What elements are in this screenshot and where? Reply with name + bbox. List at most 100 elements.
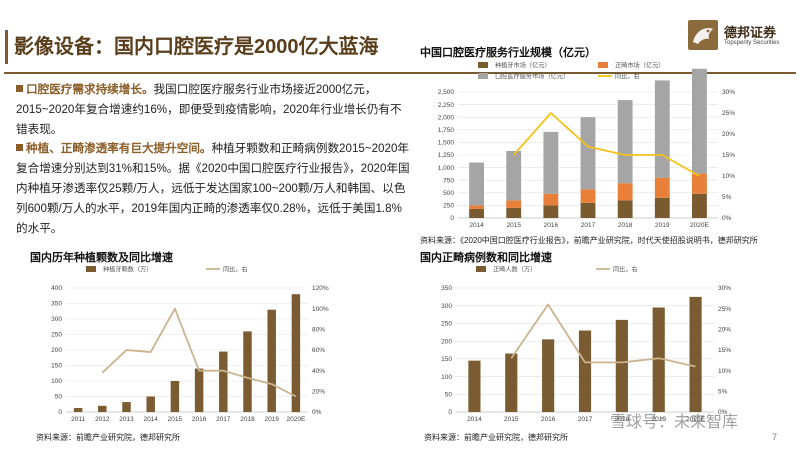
x-tick-label: 2017 xyxy=(581,222,596,229)
line-implant-yoy xyxy=(101,307,297,398)
legend-item: 正畸人数（万） xyxy=(476,266,536,274)
legend-item: 种植牙颗数（万） xyxy=(86,266,153,274)
y-tick-label: 0 xyxy=(58,409,62,416)
legend-label: 口腔医疗服务市场（亿元） xyxy=(495,73,569,81)
y2-tick-label: 15% xyxy=(722,152,735,159)
bar-market-s0-2016 xyxy=(543,205,559,218)
x-tick-label: 2013 xyxy=(119,416,134,423)
bar-ortho-s0-2015 xyxy=(505,353,518,412)
x-tick-label: 2017 xyxy=(578,416,593,423)
bullet-text: 我国口腔医疗服务行业市场接近2000亿元，2015~2020年复合增速约16%，… xyxy=(16,83,402,136)
bar-implant-s0-2011 xyxy=(73,407,83,412)
y2-tick-label: 15% xyxy=(718,347,731,354)
legend-label: 同比，右 xyxy=(223,266,248,274)
y2-tick-label: 20% xyxy=(718,327,731,334)
title-accent-bar xyxy=(5,30,8,64)
y-tick-label: 300 xyxy=(441,303,452,310)
bar-implant-s0-2015 xyxy=(170,381,180,412)
x-tick-label: 2016 xyxy=(541,416,556,423)
y-tick-label: 200 xyxy=(51,347,62,354)
y-tick-label: 1,250 xyxy=(438,152,455,159)
bar-implant-s0-2019 xyxy=(267,309,276,412)
y2-tick-label: 60% xyxy=(312,347,325,354)
y-tick-label: 250 xyxy=(443,203,454,210)
legend-swatch xyxy=(598,62,608,68)
y-tick-label: 150 xyxy=(51,363,62,370)
x-tick-label: 2017 xyxy=(216,416,231,423)
x-tick-label: 2015 xyxy=(506,222,521,229)
page-title: 影像设备：国内口腔医疗是2000亿大蓝海 xyxy=(14,36,379,58)
bar-market-s2-2020E xyxy=(692,68,707,174)
y2-tick-label: 20% xyxy=(722,131,735,138)
y2-tick-label: 5% xyxy=(722,194,732,201)
implant-chart-source: 资料来源：前瞻产业研究院，德邦研究所 xyxy=(36,433,180,442)
market-size-chart: 0 250 500 750 1,000 1,250 1,500 1,750 2,000 2,250… xyxy=(418,58,744,232)
x-tick-label: 2019 xyxy=(651,416,666,423)
y2-tick-label: 80% xyxy=(312,327,325,334)
bar-market-s1-2016 xyxy=(543,193,559,206)
x-tick-label: 2019 xyxy=(655,222,670,229)
title-divider xyxy=(4,72,796,74)
bar-implant-s0-2012 xyxy=(98,405,107,412)
bullet-item: 口腔医疗需求持续增长。我国口腔医疗服务行业市场接近2000亿元，2015~202… xyxy=(16,80,412,139)
bar-market-s2-2017 xyxy=(580,117,596,190)
x-tick-label: 2014 xyxy=(467,416,482,423)
bar-market-s0-2018 xyxy=(617,200,633,218)
legend-item: 同比，右 xyxy=(206,266,248,274)
x-tick-label: 2018 xyxy=(615,416,630,423)
y-tick-label: 350 xyxy=(51,301,62,308)
market-chart-title: 中国口腔医疗服务行业规模（亿元） xyxy=(420,47,596,59)
legend-item: 同比，右 xyxy=(596,266,638,274)
y2-tick-label: 0% xyxy=(312,409,322,416)
ortho-cases-chart: 0 50 100 150 200 250 300 350 0% 5% 10% 15% 20% 25% 30%… xyxy=(420,262,740,426)
bar-ortho-s0-2016 xyxy=(542,339,555,412)
x-tick-label: 2012 xyxy=(95,416,110,423)
y2-tick-label: 30% xyxy=(718,285,731,292)
bar-ortho-s0-2017 xyxy=(578,330,592,412)
bar-ortho-s0-2019 xyxy=(652,307,665,412)
y-tick-label: 150 xyxy=(441,356,452,363)
legend-swatch xyxy=(478,62,488,68)
y-tick-label: 400 xyxy=(51,285,62,292)
bar-implant-s0-2017 xyxy=(219,351,228,412)
y-tick-label: 0 xyxy=(448,409,452,416)
bar-implant-s0-2018 xyxy=(243,331,252,412)
bar-market-s2-2014 xyxy=(469,162,484,206)
bar-market-s1-2017 xyxy=(580,189,596,203)
y2-tick-label: 40% xyxy=(312,368,325,375)
company-logo: 德邦证券 Topsperity Securities xyxy=(688,20,793,60)
x-tick-label: 2016 xyxy=(544,222,559,229)
y-tick-label: 500 xyxy=(443,190,454,197)
legend-swatch xyxy=(478,73,488,79)
legend-item: 同比，右 xyxy=(598,73,640,81)
page-number: 7 xyxy=(772,432,778,442)
legend-swatch xyxy=(476,266,486,272)
x-tick-label: 2016 xyxy=(192,416,207,423)
x-tick-label: 2018 xyxy=(618,222,633,229)
y-tick-label: 100 xyxy=(441,374,452,381)
y2-tick-label: 100% xyxy=(312,306,329,313)
bar-ortho-s0-2020E xyxy=(689,296,702,412)
y-tick-label: 2,500 xyxy=(438,89,455,96)
legend-item: 口腔医疗服务市场（亿元） xyxy=(478,73,569,81)
y2-tick-label: 25% xyxy=(718,306,731,313)
y-tick-label: 1,000 xyxy=(438,165,455,172)
bar-market-s1-2015 xyxy=(506,200,522,208)
logo-name-cn: 德邦证券 xyxy=(724,25,777,40)
y-tick-label: 1,750 xyxy=(438,127,455,134)
y2-tick-label: 30% xyxy=(722,89,735,96)
x-tick-label: 2015 xyxy=(168,416,183,423)
legend-swatch xyxy=(86,266,96,272)
y-tick-label: 2,000 xyxy=(438,114,455,121)
bar-market-s0-2019 xyxy=(654,197,670,218)
y-tick-label: 50 xyxy=(55,394,63,401)
legend-label: 同比，右 xyxy=(613,266,638,274)
y2-tick-label: 5% xyxy=(718,389,728,396)
bullet-list: 口腔医疗需求持续增长。我国口腔医疗服务行业市场接近2000亿元，2015~202… xyxy=(16,80,412,238)
bullet-item: 种植、正畸渗透率有巨大提升空间。种植牙颗数和正畸病例数2015~2020年复合增… xyxy=(16,139,412,238)
x-tick-label: 2015 xyxy=(504,416,519,423)
bar-market-s1-2014 xyxy=(469,205,484,209)
x-tick-label: 2011 xyxy=(71,416,85,423)
y-tick-label: 0 xyxy=(450,215,454,222)
y-tick-label: 100 xyxy=(51,378,62,385)
